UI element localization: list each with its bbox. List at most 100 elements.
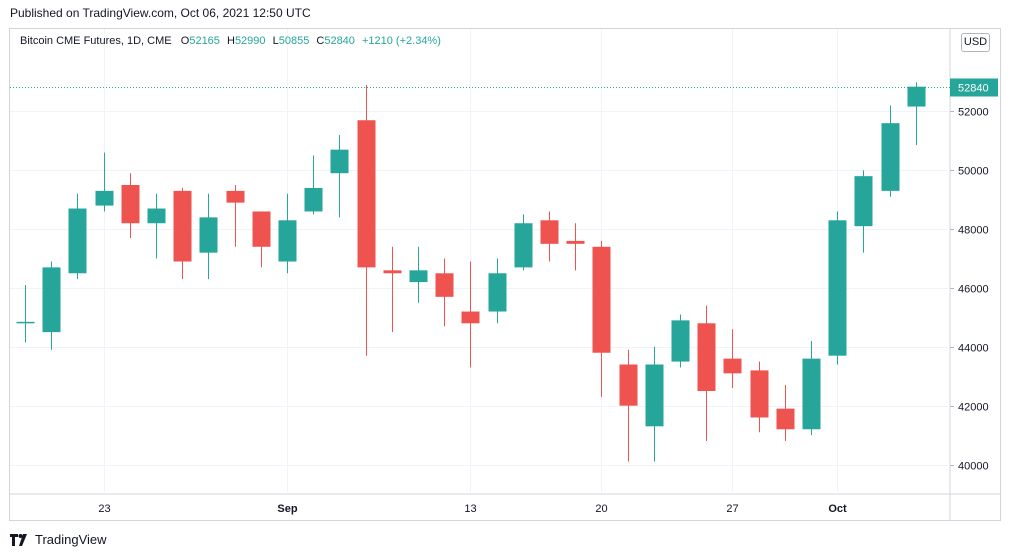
candle [645,346,664,462]
candle [776,385,795,442]
candle-body [671,320,690,362]
candle-body [226,190,245,203]
candle [252,211,271,268]
candle-body [16,321,35,324]
legend-open-label: O [180,35,190,47]
candle [750,361,769,433]
candle [226,184,245,247]
legend-close-value: 52840 [324,35,355,47]
candle-body [619,364,638,406]
candle-body [828,220,847,356]
candle-body [514,223,533,268]
candle [199,193,218,280]
candle-body [566,240,585,244]
candle [514,214,533,271]
candle-body [645,364,664,427]
candle-body [304,187,323,212]
legend-low-label: L [272,35,279,47]
legend-open-value: 52165 [189,35,220,47]
y-tick-label: 40000 [958,461,989,473]
y-tick-label: 42000 [958,402,989,414]
candle [330,134,349,218]
candle-body [409,270,428,283]
candle [95,152,114,212]
candle-body [278,220,297,262]
candle [42,261,61,350]
candle-body [697,323,716,391]
x-tick-label: 13 [464,503,476,515]
candle-body [147,208,166,224]
y-tick-label: 50000 [958,166,989,178]
candle-body [68,208,87,274]
candle-body [488,273,507,312]
candle-body [881,123,900,191]
candle [121,173,140,238]
candle [697,305,716,442]
candle-body [173,190,192,262]
candle [723,329,742,389]
legend-high-label: H [226,35,235,47]
legend-high-value: 52990 [234,35,266,47]
candle [881,105,900,197]
candle-body [42,267,61,333]
candle-body [723,358,742,374]
candle [173,187,192,280]
candle-body [435,273,454,297]
candle-body [199,217,218,253]
candle [68,193,87,280]
candle-body [252,211,271,247]
legend-low-value: 50855 [278,35,310,47]
candle [461,261,480,368]
legend-change: +1210 (+2.34%) [361,35,441,47]
candle-body [750,370,769,418]
currency-button[interactable]: USD [961,33,990,52]
candle [540,211,559,262]
candle [383,246,402,333]
candle [357,84,376,356]
candle [619,349,638,462]
candle [409,246,428,303]
x-tick-label: Oct [828,503,847,515]
candle [488,258,507,324]
legend-close-label: C [316,35,325,47]
x-tick-label: 23 [98,503,110,515]
candle-body [776,408,795,430]
y-tick-label: 46000 [958,284,989,296]
y-tick-label: 48000 [958,225,989,237]
footer: TradingView [10,532,107,547]
x-tick-label: 20 [595,503,607,515]
candle [802,340,821,436]
candle-body [592,246,611,353]
time-axis: 23 Sep 13 20 27 Oct [98,503,847,515]
last-price-label: 52840 [958,83,989,95]
candle [566,223,585,271]
legend-symbol: Bitcoin CME Futures, 1D, CME [20,35,172,47]
candle [828,211,847,365]
candle-body [461,311,480,324]
candle-body [907,86,926,107]
candle [907,82,926,146]
price-axis: 40000 42000 44000 46000 48000 50000 52000 52840 [950,78,998,473]
candle-body [357,120,376,268]
candle [435,258,454,327]
candle-body [540,220,559,244]
candle-body [95,190,114,206]
published-caption: Published on TradingView.com, Oct 06, 20… [10,6,311,20]
candle [854,170,873,253]
y-tick-label: 52000 [958,107,989,119]
candle-body [121,184,140,224]
footer-brand: TradingView [35,532,107,547]
chart-frame [9,28,1001,521]
x-tick-label: 27 [726,503,738,515]
candles [16,82,926,462]
candle-body [854,176,873,227]
candle [592,240,611,397]
candle-body [802,358,821,430]
x-tick-label: Sep [277,503,297,515]
candle [16,285,35,343]
candle [147,193,166,259]
tradingview-logo-icon [10,533,27,546]
y-tick-label: 44000 [958,343,989,355]
candle-body [330,149,349,174]
